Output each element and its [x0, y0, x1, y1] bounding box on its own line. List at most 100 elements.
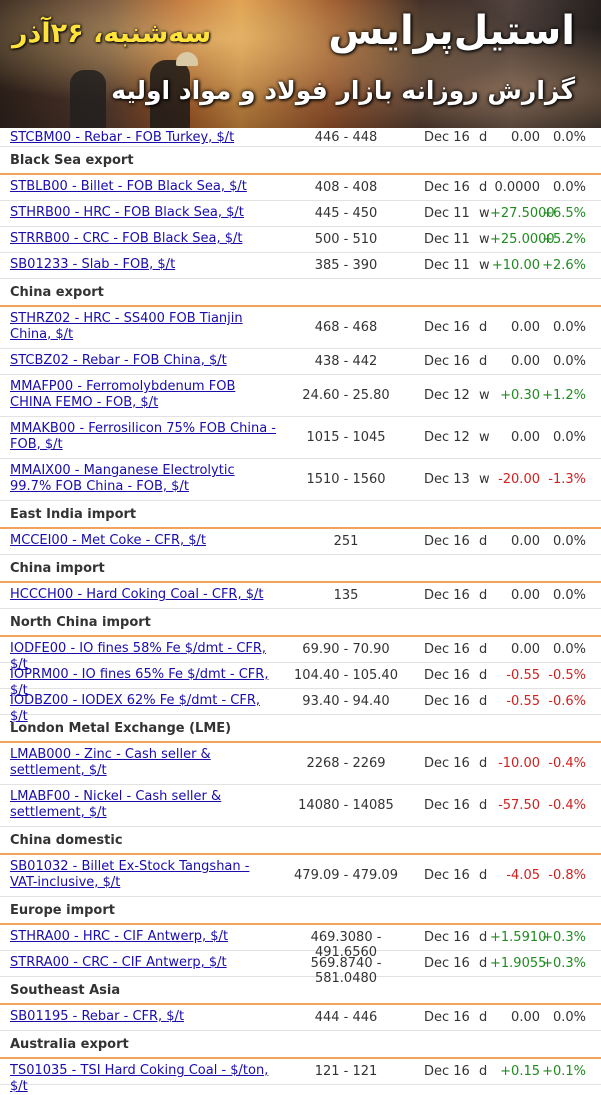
instrument-link[interactable]: IODFE00 - IO fines 58% Fe $/dmt - CFR, $…: [10, 641, 267, 672]
price-row: SB01032 - Billet Ex-Stock Tangshan - VAT…: [0, 855, 601, 897]
instrument-link[interactable]: SB01032 - Billet Ex-Stock Tangshan - VAT…: [10, 859, 250, 890]
price-range: 469.3080 - 491.6560: [310, 930, 382, 960]
instrument-link[interactable]: SB01233 - Slab - FOB, $/t: [10, 257, 176, 272]
price-range: 2268 - 2269: [306, 756, 386, 771]
price-change: 0.00: [511, 354, 540, 369]
price-change: -0.55: [506, 694, 540, 709]
assessment-date: Dec 13: [424, 472, 470, 487]
frequency: w: [479, 258, 490, 273]
price-change: -10.00: [498, 756, 540, 771]
section-title: North China import: [10, 615, 151, 630]
price-change: 0.0000: [494, 180, 541, 195]
assessment-date: Dec 16: [424, 756, 470, 771]
assessment-date: Dec 12: [424, 388, 470, 403]
banner-date: سه‌شنبه، ۲۶آذر: [12, 18, 212, 49]
price-row: TS01035 - TSI Hard Coking Coal - $/ton, …: [0, 1059, 601, 1094]
instrument-link[interactable]: IOPRM00 - IO fines 65% Fe $/dmt - CFR, $…: [10, 667, 269, 698]
instrument-link[interactable]: LMAB000 - Zinc - Cash seller & settlemen…: [10, 747, 211, 778]
section-header: Black Sea export: [0, 147, 601, 175]
assessment-date: Dec 12: [424, 430, 470, 445]
price-range: 69.90 - 70.90: [302, 642, 390, 657]
instrument-link[interactable]: MMAFP00 - Ferromolybdenum FOB CHINA FEMO…: [10, 379, 236, 410]
price-range: 468 - 468: [314, 320, 378, 335]
price-range: 408 - 408: [314, 180, 378, 195]
price-change: +25.0000: [490, 232, 555, 247]
assessment-date: Dec 16: [424, 930, 470, 945]
instrument-link[interactable]: STBLB00 - Billet - FOB Black Sea, $/t: [10, 179, 247, 194]
instrument-link[interactable]: STCBZ02 - Rebar - FOB China, $/t: [10, 353, 227, 368]
instrument-link[interactable]: IODBZ00 - IODEX 62% Fe $/dmt - CFR, $/t: [10, 693, 260, 724]
instrument-link[interactable]: STRRA00 - CRC - CIF Antwerp, $/t: [10, 955, 227, 970]
frequency: d: [479, 930, 488, 945]
assessment-date: Dec 16: [424, 642, 470, 657]
percent-change: 0.0%: [552, 180, 586, 195]
price-range: 445 - 450: [314, 206, 378, 221]
instrument-link[interactable]: MMAIX00 - Manganese Electrolytic 99.7% F…: [10, 463, 235, 494]
assessment-date: Dec 11: [424, 232, 470, 247]
price-change: -20.00: [498, 472, 540, 487]
price-row: MCCEI00 - Met Coke - CFR, $/t 251 Dec 16 d 0…: [0, 529, 601, 555]
instrument-link[interactable]: STHRZ02 - HRC - SS400 FOB Tianjin China,…: [10, 311, 243, 342]
instrument-link[interactable]: MMAKB00 - Ferrosilicon 75% FOB China - F…: [10, 421, 276, 452]
section-header: China export: [0, 279, 601, 307]
assessment-date: Dec 16: [424, 668, 470, 683]
assessment-date: Dec 16: [424, 588, 470, 603]
price-range: 24.60 - 25.80: [302, 388, 390, 403]
price-change: 0.00: [511, 534, 540, 549]
price-range: 569.8740 - 581.0480: [310, 956, 382, 986]
price-range: 444 - 446: [314, 1010, 378, 1025]
price-range: 121 - 121: [314, 1064, 378, 1079]
price-range: 385 - 390: [314, 258, 378, 273]
price-change: +1.9055: [490, 956, 547, 971]
frequency: d: [479, 756, 488, 771]
section-title: East India import: [10, 507, 137, 522]
section-title: China export: [10, 285, 104, 300]
percent-change: +1.2%: [542, 388, 586, 403]
worker-figure: [150, 60, 190, 128]
percent-change: +0.1%: [542, 1064, 586, 1079]
assessment-date: Dec 16: [424, 798, 470, 813]
section-title: Australia export: [10, 1037, 129, 1052]
price-row: STCBM00 - Rebar - FOB Turkey, $/t 446 - …: [0, 128, 601, 147]
price-range: 104.40 - 105.40: [294, 668, 398, 683]
assessment-date: Dec 16: [424, 694, 470, 709]
instrument-link[interactable]: TS01035 - TSI Hard Coking Coal - $/ton, …: [10, 1063, 269, 1094]
section-header: China domestic: [0, 827, 601, 855]
price-row: STCBZ02 - Rebar - FOB China, $/t 438 - 44…: [0, 349, 601, 375]
price-change: 0.00: [511, 430, 540, 445]
assessment-date: Dec 11: [424, 206, 470, 221]
price-change: +0.30: [500, 388, 540, 403]
instrument-link[interactable]: STHRA00 - HRC - CIF Antwerp, $/t: [10, 929, 229, 944]
section-title: Europe import: [10, 903, 115, 918]
price-change: +27.5000: [490, 206, 555, 221]
instrument-link[interactable]: STRRB00 - CRC - FOB Black Sea, $/t: [10, 231, 243, 246]
instrument-link[interactable]: STHRB00 - HRC - FOB Black Sea, $/t: [10, 205, 244, 220]
frequency: d: [479, 868, 488, 883]
price-change: 0.00: [511, 130, 540, 145]
price-change: 0.00: [511, 320, 540, 335]
worker-figure: [70, 70, 106, 128]
assessment-date: Dec 16: [424, 534, 470, 549]
frequency: d: [479, 180, 488, 195]
instrument-link[interactable]: MCCEI00 - Met Coke - CFR, $/t: [10, 533, 207, 548]
section-header: Australia export: [0, 1031, 601, 1059]
section-header: North China import: [0, 609, 601, 637]
section-header: China import: [0, 555, 601, 583]
price-range: 135: [333, 588, 359, 603]
instrument-link[interactable]: STCBM00 - Rebar - FOB Turkey, $/t: [10, 130, 235, 145]
section-header: London Metal Exchange (LME): [0, 715, 601, 743]
frequency: d: [479, 668, 488, 683]
price-row: MMAKB00 - Ferrosilicon 75% FOB China - F…: [0, 417, 601, 459]
instrument-link[interactable]: LMABF00 - Nickel - Cash seller & settlem…: [10, 789, 222, 820]
price-row: STHRB00 - HRC - FOB Black Sea, $/t 445 - …: [0, 201, 601, 227]
frequency: d: [479, 1064, 488, 1079]
section-title: China domestic: [10, 833, 123, 848]
instrument-link[interactable]: HCCCH00 - Hard Coking Coal - CFR, $/t: [10, 587, 264, 602]
percent-change: +0.3%: [542, 930, 586, 945]
assessment-date: Dec 16: [424, 956, 470, 971]
instrument-link[interactable]: SB01195 - Rebar - CFR, $/t: [10, 1009, 185, 1024]
percent-change: 0.0%: [552, 1010, 586, 1025]
price-change: 0.00: [511, 642, 540, 657]
price-range: 438 - 442: [314, 354, 378, 369]
price-range: 500 - 510: [314, 232, 378, 247]
